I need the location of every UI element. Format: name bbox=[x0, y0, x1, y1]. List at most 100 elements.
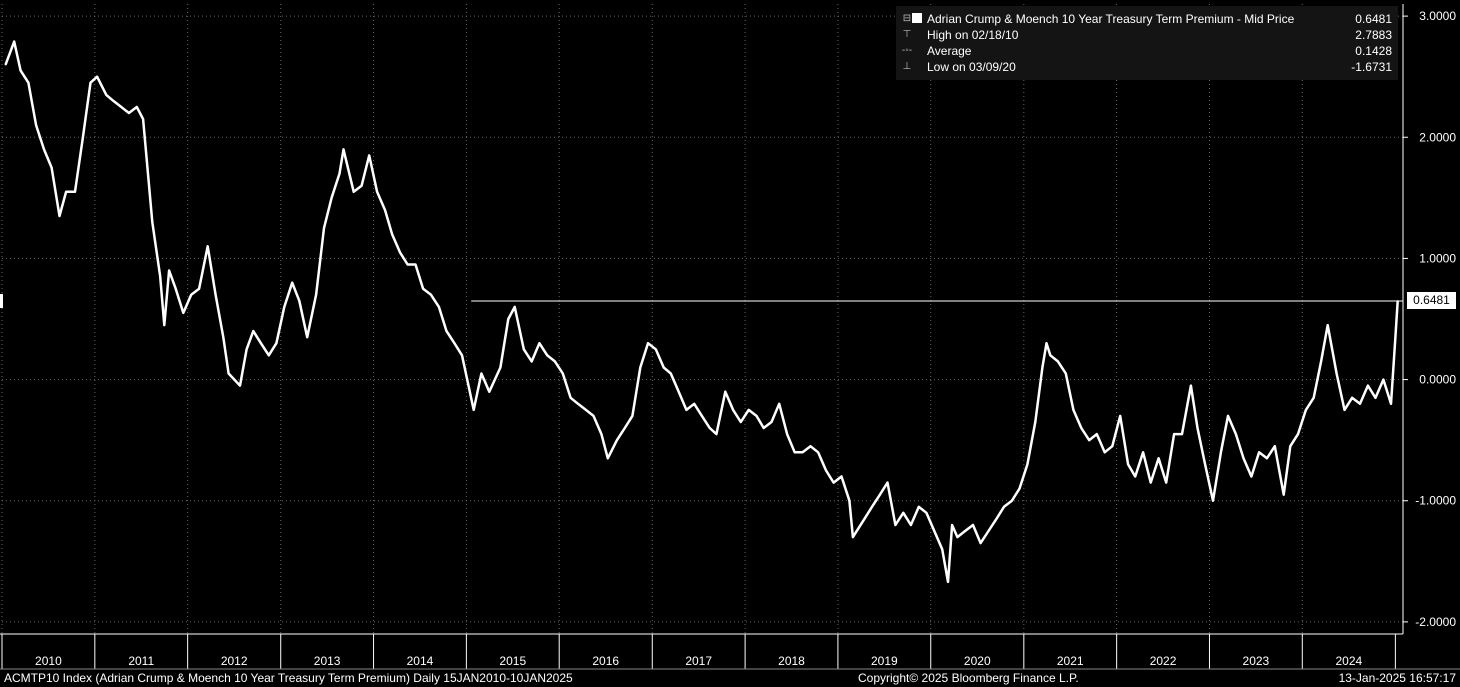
data-point bbox=[338, 172, 341, 175]
data-point bbox=[112, 100, 115, 102]
x-tick-label: 2010 bbox=[35, 654, 62, 668]
data-point bbox=[472, 408, 475, 411]
data-point bbox=[1250, 475, 1253, 478]
data-point bbox=[964, 530, 966, 532]
data-point bbox=[453, 342, 456, 345]
data-point bbox=[58, 215, 61, 217]
data-point bbox=[1165, 481, 1168, 484]
data-point bbox=[1072, 408, 1075, 411]
data-point bbox=[245, 348, 248, 351]
data-point bbox=[1119, 415, 1122, 417]
data-point bbox=[1181, 433, 1183, 435]
x-tick-label: 2024 bbox=[1335, 654, 1362, 668]
data-point bbox=[81, 136, 84, 139]
data-point bbox=[507, 318, 510, 320]
data-point bbox=[422, 287, 425, 290]
y-tick-label: 1.0000 bbox=[1419, 251, 1456, 265]
data-point bbox=[513, 305, 516, 308]
data-point bbox=[917, 505, 920, 508]
data-point bbox=[1212, 499, 1214, 502]
y-tick-label: -2.0000 bbox=[1415, 615, 1456, 629]
footer-bar: ACMTP10 Index (Adrian Crump & Moench 10 … bbox=[0, 670, 1460, 687]
data-point bbox=[1235, 433, 1237, 435]
left-edge-marker bbox=[0, 294, 3, 309]
series-swatch bbox=[912, 13, 922, 23]
data-point bbox=[174, 287, 177, 290]
data-point bbox=[391, 233, 394, 236]
data-point bbox=[135, 106, 138, 108]
legend-high-row: ⊤ High on 02/18/10 2.7883 bbox=[896, 27, 1398, 43]
data-point bbox=[577, 402, 579, 405]
data-point bbox=[1111, 445, 1114, 448]
data-point bbox=[1396, 300, 1399, 302]
data-point bbox=[227, 372, 230, 375]
data-point bbox=[530, 360, 533, 363]
data-point bbox=[647, 342, 649, 345]
data-point bbox=[1010, 499, 1013, 502]
legend-average-label: Average bbox=[927, 44, 972, 58]
data-point bbox=[480, 372, 483, 375]
data-point bbox=[1103, 451, 1106, 454]
data-point bbox=[306, 336, 309, 339]
data-point bbox=[198, 287, 200, 290]
data-point bbox=[848, 499, 851, 502]
data-point bbox=[979, 542, 982, 545]
legend-low-value: -1.6731 bbox=[1351, 60, 1392, 74]
data-point bbox=[925, 511, 928, 514]
legend-high-label: High on 02/18/10 bbox=[927, 28, 1019, 42]
data-point bbox=[1304, 408, 1307, 411]
data-point bbox=[163, 324, 166, 326]
y-tick-label: 2.0000 bbox=[1419, 130, 1456, 144]
data-point bbox=[1266, 457, 1268, 460]
data-point bbox=[1297, 433, 1299, 435]
data-point bbox=[631, 415, 634, 417]
data-point bbox=[35, 124, 37, 127]
data-point bbox=[755, 415, 758, 417]
data-point bbox=[323, 227, 325, 230]
data-point bbox=[956, 536, 959, 538]
data-point bbox=[360, 184, 363, 187]
data-point bbox=[259, 342, 262, 345]
data-point bbox=[639, 366, 642, 369]
data-point bbox=[368, 154, 371, 157]
data-point bbox=[1149, 481, 1152, 484]
x-tick-label: 2013 bbox=[314, 654, 341, 668]
data-point bbox=[840, 475, 843, 478]
data-point bbox=[592, 415, 595, 417]
data-point bbox=[1142, 451, 1144, 454]
data-point bbox=[1312, 396, 1315, 399]
low-marker-icon: ⊥ bbox=[902, 61, 912, 72]
data-point bbox=[50, 166, 53, 169]
data-point bbox=[947, 581, 949, 583]
data-point bbox=[546, 354, 549, 357]
x-tick-label: 2022 bbox=[1150, 654, 1177, 668]
data-point bbox=[941, 548, 944, 551]
data-point bbox=[1326, 324, 1329, 326]
legend-low-label: Low on 03/09/20 bbox=[927, 60, 1016, 74]
data-point bbox=[972, 524, 974, 526]
x-tick-label: 2012 bbox=[221, 654, 248, 668]
collapse-icon[interactable]: ⊟ bbox=[902, 13, 912, 24]
x-tick-label: 2016 bbox=[592, 654, 619, 668]
data-point bbox=[724, 390, 727, 393]
data-point bbox=[1289, 445, 1292, 448]
data-point bbox=[414, 263, 417, 266]
legend-average-row: -◦- Average 0.1428 bbox=[896, 43, 1398, 59]
data-point bbox=[430, 293, 432, 296]
data-point bbox=[693, 402, 696, 405]
data-point bbox=[488, 390, 491, 393]
data-point bbox=[1220, 451, 1222, 454]
data-point bbox=[677, 390, 680, 393]
data-point bbox=[206, 245, 209, 248]
data-point bbox=[902, 511, 905, 514]
y-tick-label: 0.0000 bbox=[1419, 373, 1456, 387]
data-point bbox=[283, 305, 286, 308]
legend-series-label: Adrian Crump & Moench 10 Year Treasury T… bbox=[927, 12, 1295, 26]
data-point bbox=[852, 536, 854, 538]
data-point bbox=[662, 366, 665, 369]
data-point bbox=[1390, 402, 1392, 405]
data-point bbox=[793, 451, 796, 454]
data-point bbox=[406, 263, 409, 266]
data-point bbox=[445, 330, 448, 333]
